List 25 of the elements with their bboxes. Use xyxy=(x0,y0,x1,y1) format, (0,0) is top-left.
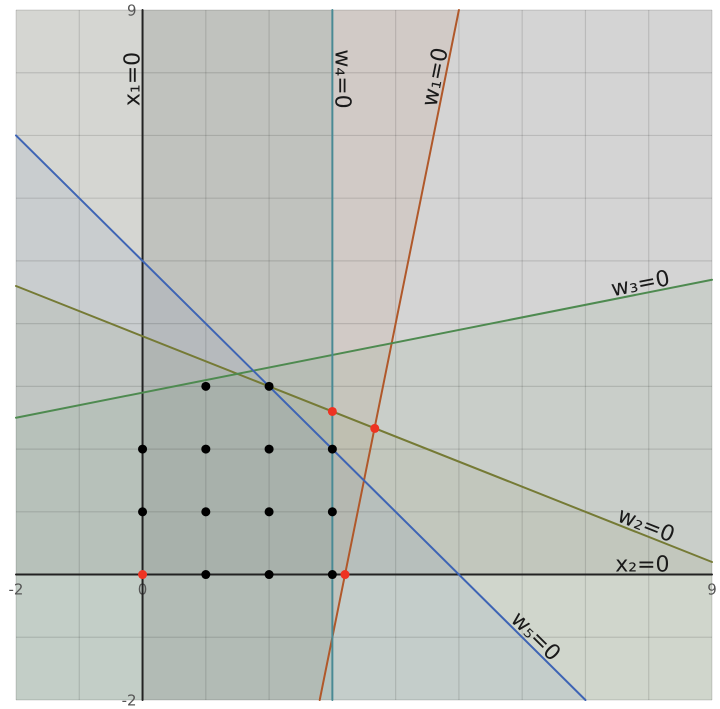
point xyxy=(201,382,210,391)
text: w₃=0 xyxy=(609,266,672,302)
point xyxy=(264,444,274,454)
text: w₂=0 xyxy=(614,503,678,548)
point xyxy=(264,507,274,516)
point xyxy=(370,424,380,433)
x-tick-label: 9 xyxy=(707,580,717,599)
point xyxy=(328,507,337,516)
text: w₄=0 xyxy=(329,49,354,109)
point xyxy=(328,570,337,580)
point xyxy=(138,444,148,454)
point xyxy=(201,507,210,516)
text: x₁=0 xyxy=(120,52,146,106)
point xyxy=(201,444,210,454)
point xyxy=(138,570,148,580)
point xyxy=(328,406,337,416)
series-label: x₂=0 xyxy=(615,552,670,578)
point xyxy=(340,570,350,580)
point xyxy=(328,444,337,454)
point xyxy=(201,570,210,580)
point xyxy=(138,507,148,516)
point xyxy=(264,382,274,391)
point xyxy=(264,570,274,580)
x-tick-label: -2 xyxy=(8,580,24,599)
text: w₁=0 xyxy=(418,46,454,109)
